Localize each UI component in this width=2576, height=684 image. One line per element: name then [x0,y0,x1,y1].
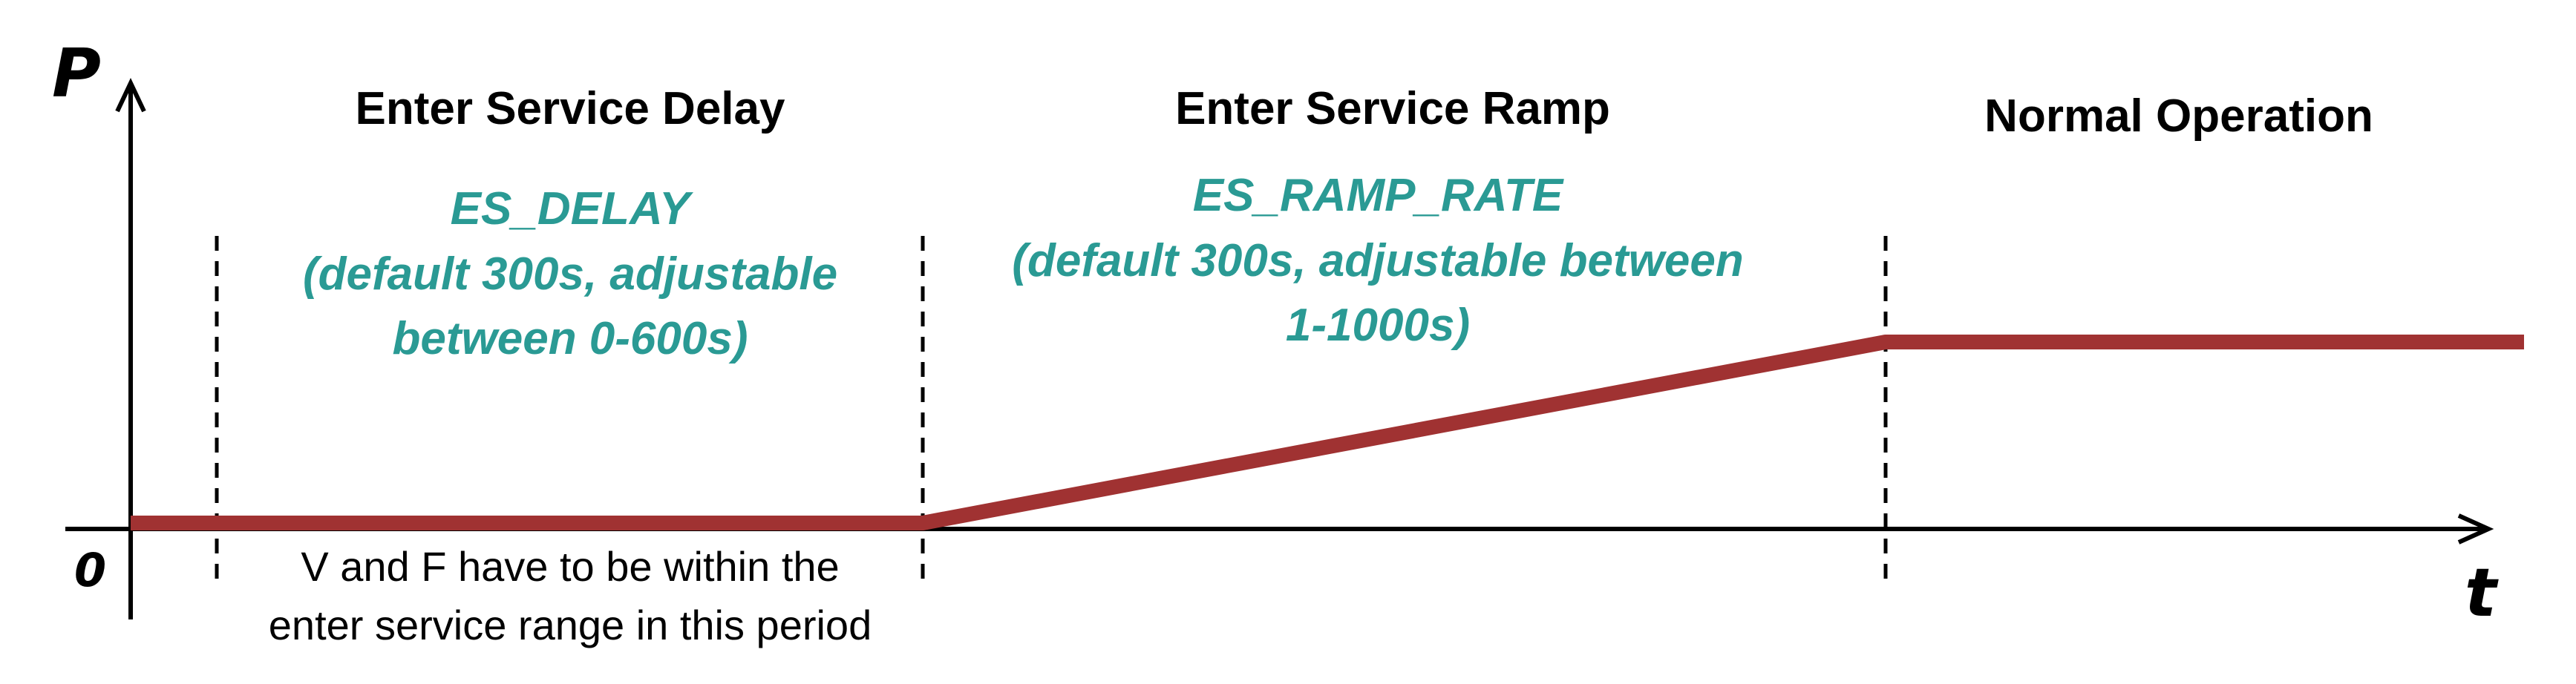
x-axis-arrow-icon [2457,513,2494,545]
y-axis-label: P [52,35,101,113]
es-delay-name: ES_DELAY [451,183,694,234]
x-axis-label: t [2465,554,2499,632]
phase-title-delay: Enter Service Delay [355,83,785,134]
origin-label: 0 [74,543,106,597]
phase-title-normal: Normal Operation [1984,91,2373,142]
power-curve [131,335,2524,530]
delay-note-line-1: V and F have to be within the [301,543,839,590]
phase-title-ramp: Enter Service Ramp [1175,83,1610,134]
y-axis-arrow-icon [115,77,146,113]
es-ramp-rate-default: (default 300s, adjustable between [1012,235,1743,286]
es-ramp-rate-range: 1-1000s) [1286,300,1470,351]
delay-note-line-2: enter service range in this period [269,602,872,648]
es-ramp-rate-name: ES_RAMP_RATE [1193,170,1564,221]
es-delay-default: (default 300s, adjustable [303,249,837,300]
es-delay-range: between 0-600s) [393,313,748,364]
